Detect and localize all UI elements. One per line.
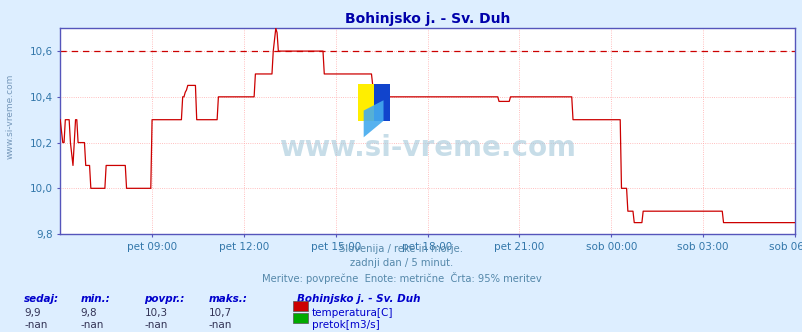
Text: povpr.:: povpr.: xyxy=(144,294,184,304)
Polygon shape xyxy=(363,100,383,137)
Text: 9,8: 9,8 xyxy=(80,308,97,318)
Text: 10,7: 10,7 xyxy=(209,308,232,318)
Text: Meritve: povprečne  Enote: metrične  Črta: 95% meritev: Meritve: povprečne Enote: metrične Črta:… xyxy=(261,272,541,284)
Text: 9,9: 9,9 xyxy=(24,308,41,318)
Text: pretok[m3/s]: pretok[m3/s] xyxy=(311,320,379,330)
Polygon shape xyxy=(358,84,374,121)
Text: -nan: -nan xyxy=(24,320,47,330)
Text: zadnji dan / 5 minut.: zadnji dan / 5 minut. xyxy=(350,258,452,268)
Text: www.si-vreme.com: www.si-vreme.com xyxy=(5,73,14,159)
Text: www.si-vreme.com: www.si-vreme.com xyxy=(279,133,575,162)
Text: Slovenija / reke in morje.: Slovenija / reke in morje. xyxy=(339,244,463,254)
Polygon shape xyxy=(374,84,390,121)
Text: min.:: min.: xyxy=(80,294,110,304)
Text: -nan: -nan xyxy=(80,320,103,330)
Text: -nan: -nan xyxy=(144,320,168,330)
Text: sedaj:: sedaj: xyxy=(24,294,59,304)
Text: -nan: -nan xyxy=(209,320,232,330)
Text: maks.:: maks.: xyxy=(209,294,247,304)
Text: temperatura[C]: temperatura[C] xyxy=(311,308,392,318)
Title: Bohinjsko j. - Sv. Duh: Bohinjsko j. - Sv. Duh xyxy=(345,12,509,26)
Text: Bohinjsko j. - Sv. Duh: Bohinjsko j. - Sv. Duh xyxy=(297,294,420,304)
Text: 10,3: 10,3 xyxy=(144,308,168,318)
